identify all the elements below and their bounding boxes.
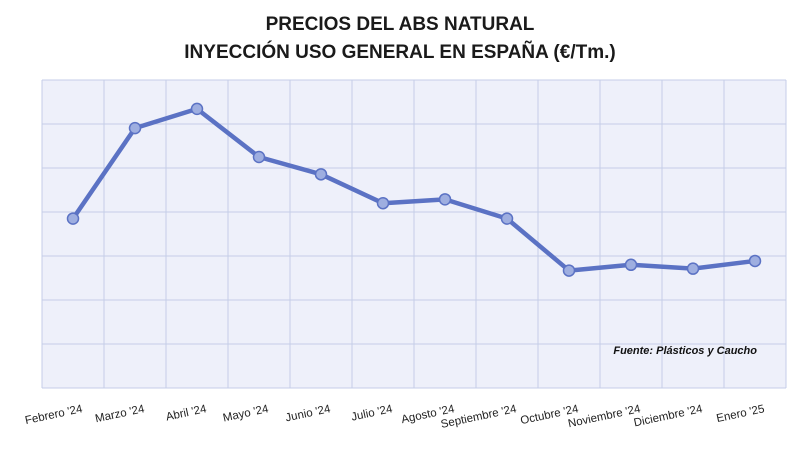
chart-title-line-2: INYECCIÓN USO GENERAL EN ESPAÑA (€/Tm.)	[184, 41, 615, 63]
x-tick-label: Enero '25	[715, 403, 765, 425]
data-points	[66, 102, 762, 277]
data-point	[66, 212, 80, 225]
data-point	[748, 254, 762, 268]
data-point	[438, 193, 452, 206]
data-point	[624, 258, 638, 272]
data-point	[128, 121, 142, 135]
x-tick-label: Mayo '24	[222, 403, 270, 424]
series-line	[70, 106, 758, 273]
x-tick-label: Diciembre '24	[633, 403, 705, 429]
x-tick-label: Febrero '24	[24, 403, 84, 427]
data-point	[500, 212, 514, 225]
data-point	[376, 196, 390, 210]
x-axis-tick-labels: Febrero '24 Marzo '24 Abril '24 Mayo '24 Jun…	[24, 403, 766, 431]
x-tick-label: Noviembre '24	[567, 403, 642, 430]
data-point	[686, 262, 700, 275]
data-point	[314, 168, 328, 181]
data-point	[190, 102, 204, 116]
data-point	[562, 264, 576, 277]
chart-title-line-1: PRECIOS DEL ABS NATURAL	[266, 14, 535, 35]
x-tick-label: Julio '24	[350, 403, 394, 424]
x-tick-label: Marzo '24	[94, 403, 146, 425]
x-tick-label: Junio '24	[284, 403, 332, 424]
grid-lines	[41, 79, 787, 389]
x-tick-label: Abril '24	[165, 403, 208, 423]
data-point	[252, 150, 266, 164]
source-note: Fuente: Plásticos y Caucho	[613, 345, 757, 357]
